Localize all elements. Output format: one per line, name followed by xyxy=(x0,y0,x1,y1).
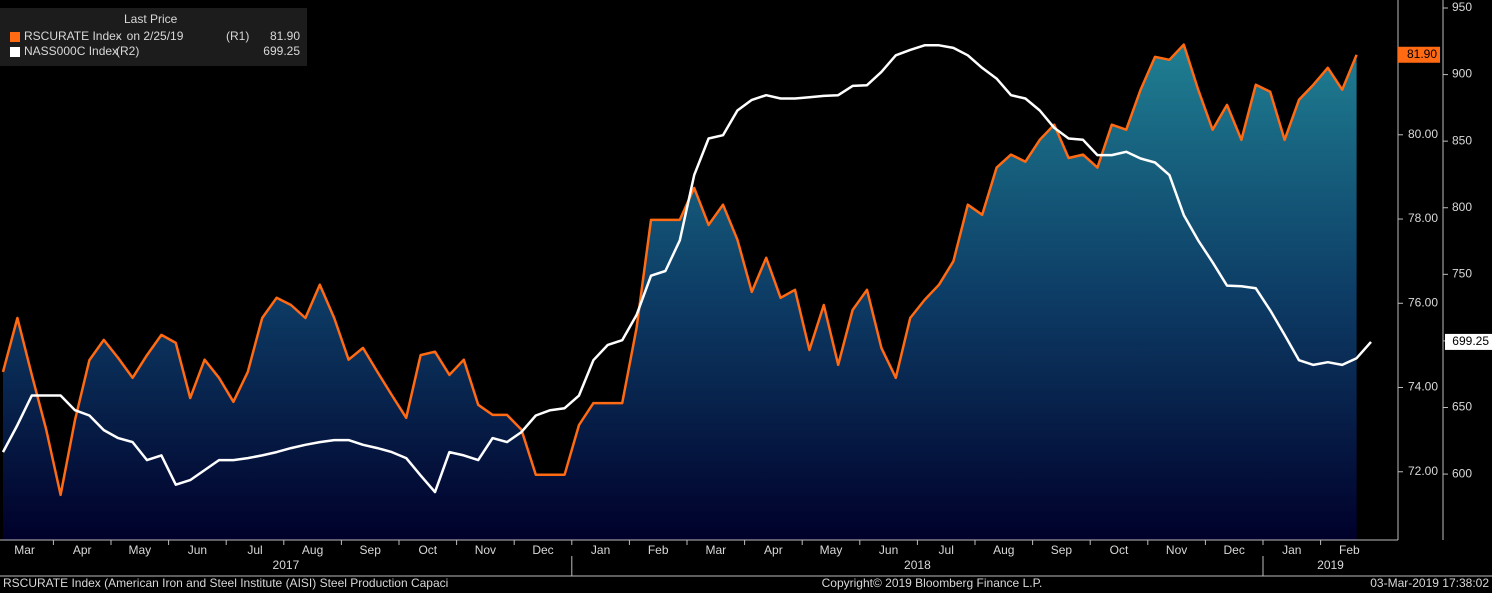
legend-value: 81.90 xyxy=(270,29,300,43)
x-tick-label: Nov xyxy=(475,543,496,557)
x-tick-label: Sep xyxy=(1051,543,1073,557)
legend-title: Last Price xyxy=(124,12,178,26)
x-tick-label: Jul xyxy=(939,543,954,557)
year-label: 2018 xyxy=(904,558,931,572)
footer-right: 03-Mar-2019 17:38:02 xyxy=(1370,576,1489,590)
x-tick-label: Oct xyxy=(418,543,437,557)
x-tick-label: Nov xyxy=(1166,543,1187,557)
x-tick-label: Aug xyxy=(993,543,1014,557)
y2-tick-label: 800 xyxy=(1452,200,1472,214)
line xyxy=(1,44,1372,494)
x-tick-label: Sep xyxy=(360,543,382,557)
x-tick-label: May xyxy=(820,543,843,557)
x-tick-label: Aug xyxy=(302,543,323,557)
last-value-box xyxy=(1398,46,1440,63)
legend-note: - on 2/25/19 xyxy=(116,29,184,43)
y2-tick-label: 850 xyxy=(1452,133,1472,147)
x-tick-label: Dec xyxy=(1224,543,1245,557)
x-tick-label: Jun xyxy=(879,543,898,557)
x-tick-label: Apr xyxy=(764,543,783,557)
year-label: 2017 xyxy=(273,558,300,572)
x-tick-label: Jan xyxy=(591,543,610,557)
legend-label: NASS000C Index xyxy=(24,44,118,58)
y-tick-label: 78.00 xyxy=(1408,211,1438,225)
legend-box xyxy=(0,8,307,66)
footer-center: Copyright© 2019 Bloomberg Finance L.P. xyxy=(822,576,1043,590)
x-tick-label: Jun xyxy=(188,543,207,557)
legend-value: 699.25 xyxy=(263,44,300,58)
y-tick-label: 74.00 xyxy=(1408,380,1438,394)
x-tick-label: Mar xyxy=(705,543,726,557)
x-tick-label: Mar xyxy=(14,543,35,557)
x-tick-label: Jan xyxy=(1282,543,1301,557)
x-tick-label: Dec xyxy=(532,543,553,557)
legend-swatch xyxy=(10,32,20,42)
y-tick-label: 72.00 xyxy=(1408,464,1438,478)
last-value-label: 81.90 xyxy=(1407,47,1437,61)
y2-tick-label: 900 xyxy=(1452,67,1472,81)
legend-axis: (R2) xyxy=(116,44,139,58)
y2-tick-label: 950 xyxy=(1452,0,1472,14)
y2-tick-label: 650 xyxy=(1452,400,1472,414)
x-tick-label: Feb xyxy=(1339,543,1360,557)
y-tick-label: 80.00 xyxy=(1408,127,1438,141)
legend-swatch xyxy=(10,47,20,57)
line xyxy=(1,43,1358,497)
plot-area xyxy=(1,43,1372,540)
y-tick-label: 76.00 xyxy=(1408,295,1438,309)
x-tick-label: Apr xyxy=(73,543,92,557)
legend-label: RSCURATE Index xyxy=(24,29,122,43)
footer-left: RSCURATE Index (American Iron and Steel … xyxy=(3,576,448,590)
y2-tick-label: 600 xyxy=(1452,466,1472,480)
year-label: 2019 xyxy=(1317,558,1344,572)
x-tick-label: May xyxy=(128,543,151,557)
area xyxy=(3,44,1357,540)
last-value-box xyxy=(1445,333,1492,350)
legend-axis: (R1) xyxy=(226,29,249,43)
x-tick-label: Feb xyxy=(648,543,669,557)
x-tick-label: Oct xyxy=(1110,543,1129,557)
y2-tick-label: 750 xyxy=(1452,266,1472,280)
last-value-label: 699.25 xyxy=(1452,334,1489,348)
legend: Last Price RSCURATE Index - on 2/25/19 (… xyxy=(0,8,307,66)
x-tick-label: Jul xyxy=(247,543,262,557)
